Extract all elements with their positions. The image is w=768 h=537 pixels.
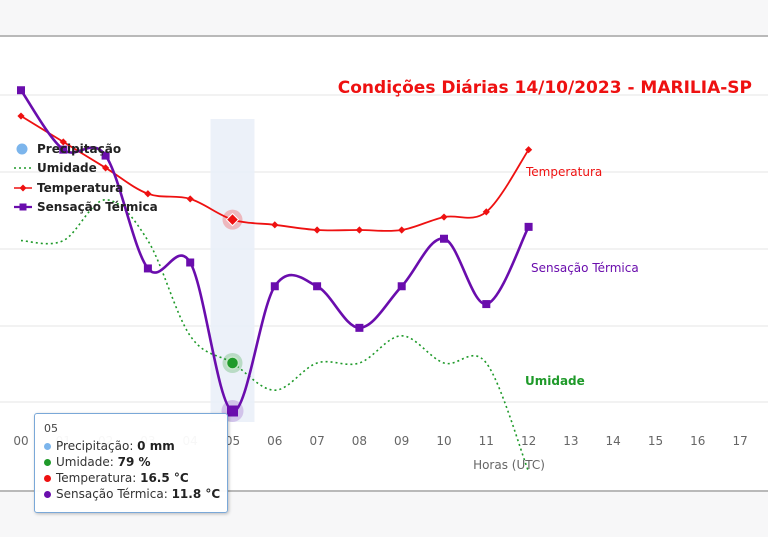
tooltip-value: 16.5 °C bbox=[140, 471, 189, 485]
tooltip-row-umidade: Umidade: 79 % bbox=[44, 454, 227, 470]
x-tick-label: 00 bbox=[13, 434, 28, 448]
point-sensacao bbox=[227, 405, 238, 417]
legend-item[interactable]: Sensação Térmica bbox=[14, 200, 158, 214]
point-temperatura bbox=[225, 212, 240, 227]
point-sensacao bbox=[440, 234, 448, 243]
x-tick-label: 07 bbox=[309, 434, 324, 448]
tooltip-dot bbox=[44, 459, 51, 466]
tooltip-dot bbox=[44, 475, 51, 482]
point-temperatura bbox=[313, 226, 321, 234]
tooltip-value: 11.8 °C bbox=[171, 487, 221, 501]
series-label: Temperatura bbox=[525, 165, 602, 179]
point-temperatura bbox=[271, 221, 279, 229]
weather-chart: Condições Diárias 14/10/2023 - MARILIA-S… bbox=[0, 78, 768, 473]
x-tick-label: 06 bbox=[267, 434, 282, 448]
legend-symbol-marker bbox=[19, 184, 27, 192]
x-tick-label: 15 bbox=[648, 434, 663, 448]
point-sensacao bbox=[101, 151, 110, 160]
tooltip-label: Umidade bbox=[56, 455, 110, 469]
tooltip-value: 0 mm bbox=[137, 439, 175, 453]
point-sensacao bbox=[397, 282, 406, 291]
tooltip-dot bbox=[44, 443, 51, 450]
legend-symbol-marker bbox=[19, 203, 27, 211]
x-tick-label: 16 bbox=[690, 434, 705, 448]
x-tick-label: 17 bbox=[732, 434, 747, 448]
point-temperatura bbox=[186, 195, 194, 203]
series-label: Sensação Térmica bbox=[531, 261, 639, 275]
point-sensacao bbox=[524, 222, 533, 231]
point-temperatura bbox=[102, 164, 110, 172]
point-temperatura bbox=[355, 226, 363, 234]
legend-label: Temperatura bbox=[37, 181, 123, 195]
legend-item[interactable]: Temperatura bbox=[14, 181, 123, 195]
chart-title: Condições Diárias 14/10/2023 - MARILIA-S… bbox=[338, 78, 752, 98]
x-tick-label: 11 bbox=[479, 434, 494, 448]
point-sensacao bbox=[186, 258, 195, 267]
tooltip-label: Temperatura bbox=[56, 471, 133, 485]
x-axis-label: Horas (UTC) bbox=[473, 458, 545, 472]
series-labels: Temperatura Sensação Térmica Umidade bbox=[525, 165, 639, 388]
point-temperatura bbox=[440, 213, 448, 221]
legend-label: Precipitação bbox=[37, 142, 121, 156]
series-label: Umidade bbox=[525, 374, 585, 388]
point-temperatura bbox=[525, 146, 533, 154]
point-temperatura bbox=[144, 190, 152, 198]
point-temperatura bbox=[482, 208, 490, 216]
point-temperatura bbox=[17, 112, 25, 120]
legend-label: Sensação Térmica bbox=[37, 200, 158, 214]
tooltip-row-precipitacao: Precipitação: 0 mm bbox=[44, 438, 227, 454]
x-tick-label: 14 bbox=[606, 434, 621, 448]
legend-label: Umidade bbox=[37, 161, 97, 175]
series-sensacao-line bbox=[19, 89, 530, 413]
x-tick-label: 08 bbox=[352, 434, 367, 448]
tooltip-row-temperatura: Temperatura: 16.5 °C bbox=[44, 470, 227, 486]
legend[interactable]: Precipitação Umidade Temperatura Sensação T… bbox=[14, 142, 158, 214]
x-tick-label: 12 bbox=[521, 434, 536, 448]
legend-item[interactable]: Umidade bbox=[14, 161, 97, 175]
tooltip: 05 Precipitação: 0 mm Umidade: 79 % Temp… bbox=[34, 413, 228, 513]
x-tick-label: 13 bbox=[563, 434, 578, 448]
point-sensacao bbox=[270, 282, 279, 291]
tooltip-value: 79 % bbox=[117, 455, 151, 469]
point-sensacao bbox=[59, 145, 68, 154]
tooltip-header: 05 bbox=[44, 422, 58, 435]
point-temperatura bbox=[59, 138, 67, 146]
grid-lines bbox=[0, 94, 768, 403]
point-sensacao bbox=[143, 264, 152, 273]
tooltip-row-sensacao: Sensação Térmica: 11.8 °C bbox=[44, 486, 227, 502]
point-sensacao bbox=[355, 323, 364, 332]
point-temperatura bbox=[398, 226, 406, 234]
chart-card: Condições Diárias 14/10/2023 - MARILIA-S… bbox=[0, 35, 768, 513]
x-tick-label: 05 bbox=[225, 434, 240, 448]
point-sensacao bbox=[482, 300, 491, 309]
x-tick-label: 09 bbox=[394, 434, 409, 448]
x-tick-label: 10 bbox=[436, 434, 451, 448]
tooltip-label: Precipitação bbox=[56, 439, 130, 453]
tooltip-dot bbox=[44, 491, 51, 498]
tooltip-label: Sensação Térmica bbox=[56, 487, 164, 501]
point-sensacao bbox=[17, 86, 25, 95]
legend-item[interactable]: Precipitação bbox=[16, 142, 122, 156]
point-sensacao bbox=[313, 282, 322, 291]
legend-symbol bbox=[16, 143, 28, 155]
